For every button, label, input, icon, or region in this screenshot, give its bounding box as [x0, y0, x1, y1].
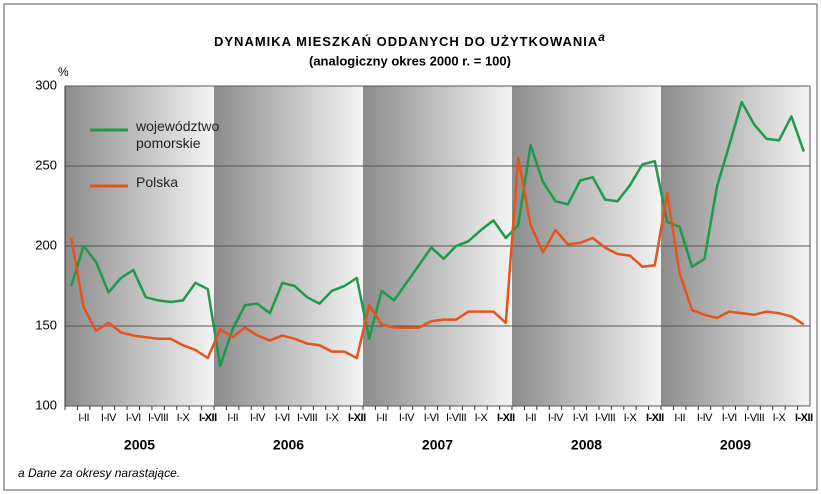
x-tick-label: I-II — [227, 412, 238, 424]
x-tick-label: I-X — [624, 412, 638, 424]
x-tick-label: I-VIII — [744, 412, 765, 424]
x-tick-label: I-VI — [573, 412, 589, 424]
x-tick-label: I-XII — [646, 412, 664, 424]
legend-label: województwo pomorskie — [136, 118, 220, 151]
x-tick-label: I-IV — [399, 412, 415, 424]
x-tick-label: I-VI — [424, 412, 440, 424]
x-tick-label: I-VIII — [595, 412, 616, 424]
year-label: 2006 — [273, 437, 304, 453]
year-label: 2005 — [124, 437, 155, 453]
year-label: 2008 — [571, 437, 602, 453]
x-tick-label: I-IV — [250, 412, 266, 424]
x-tick-label: I-XII — [199, 412, 217, 424]
x-tick-label: I-II — [376, 412, 387, 424]
year-label: 2009 — [720, 437, 751, 453]
y-tick-label: 150 — [35, 317, 57, 332]
chart-title: DYNAMIKA MIESZKAŃ ODDANYCH DO UŻYTKOWANI… — [214, 30, 606, 49]
x-tick-label: I-IV — [548, 412, 564, 424]
x-tick-label: I-VI — [722, 412, 738, 424]
x-tick-label: I-VI — [275, 412, 291, 424]
x-tick-label: I-IV — [101, 412, 117, 424]
x-tick-label: I-X — [326, 412, 340, 424]
x-tick-label: I-VI — [126, 412, 142, 424]
chart-subtitle: (analogiczny okres 2000 r. = 100) — [309, 53, 511, 68]
x-tick-label: I-II — [674, 412, 685, 424]
footnote: a Dane za okresy narastające. — [18, 466, 180, 480]
x-tick-label: I-IV — [697, 412, 713, 424]
x-tick-label: I-XII — [348, 412, 366, 424]
y-tick-label: 300 — [35, 77, 57, 92]
x-tick-label: I-X — [773, 412, 787, 424]
y-tick-label: 250 — [35, 157, 57, 172]
x-tick-label: I-X — [475, 412, 489, 424]
series-line — [70, 100, 805, 368]
x-tick-label: I-II — [78, 412, 89, 424]
series-line — [69, 156, 805, 360]
y-unit: % — [58, 65, 69, 79]
x-tick-label: I-XII — [497, 412, 515, 424]
x-tick-label: I-VIII — [446, 412, 467, 424]
legend-label: Polska — [136, 174, 179, 190]
x-tick-label: I-VIII — [148, 412, 169, 424]
x-tick-label: I-VIII — [297, 412, 318, 424]
x-tick-label: I-X — [177, 412, 191, 424]
y-tick-label: 200 — [35, 237, 57, 252]
x-tick-label: I-II — [525, 412, 536, 424]
year-label: 2007 — [422, 437, 453, 453]
x-tick-label: I-XII — [795, 412, 813, 424]
y-tick-label: 100 — [35, 397, 57, 412]
